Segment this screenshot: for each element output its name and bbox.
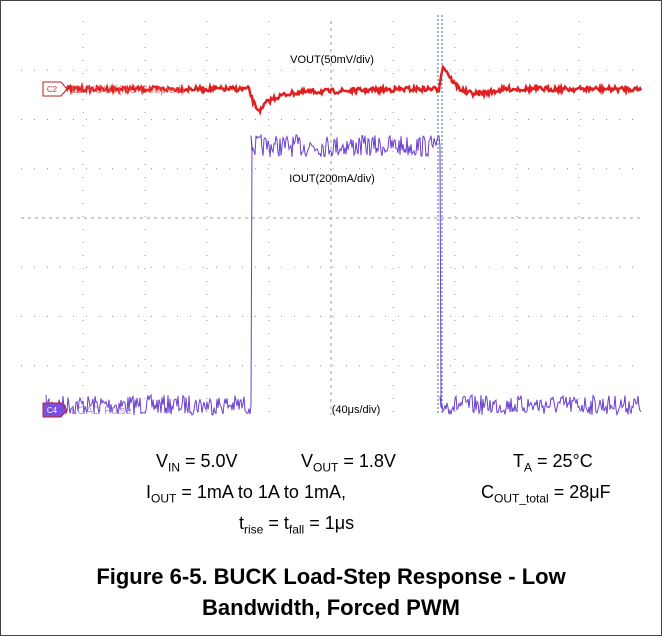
trace-label: IOUT(200mA/div) (289, 173, 375, 185)
condition: COUT_total = 28μF (481, 482, 611, 506)
scope-screen: C2 B2 VOUT(AC Coupled) C4 LOAD Pulse VOUT(50… (21, 15, 643, 418)
condition: IOUT = 1mA to 1A to 1mA, (146, 482, 346, 506)
vout-trace (45, 64, 643, 116)
condition: VOUT = 1.8V (301, 451, 396, 475)
channel-id: C4 (47, 406, 58, 415)
condition: VIN = 5.0V (156, 451, 238, 475)
caption: Figure 6-5. BUCK Load-Step Response - Lo… (96, 564, 566, 620)
channel-badge (42, 81, 68, 97)
channel-label: LOAD Pulse (71, 405, 132, 417)
trace-label: (40μs/div) (332, 404, 381, 416)
trace-label: VOUT(50mV/div) (290, 54, 374, 66)
channel-badge (42, 402, 68, 418)
condition: TA = 25°C (513, 451, 593, 475)
channel-label: B2 VOUT(AC Coupled) (71, 84, 185, 96)
condition: trise = tfall = 1μs (239, 513, 355, 537)
channel-id: C2 (47, 85, 58, 94)
iout-trace (45, 133, 642, 417)
